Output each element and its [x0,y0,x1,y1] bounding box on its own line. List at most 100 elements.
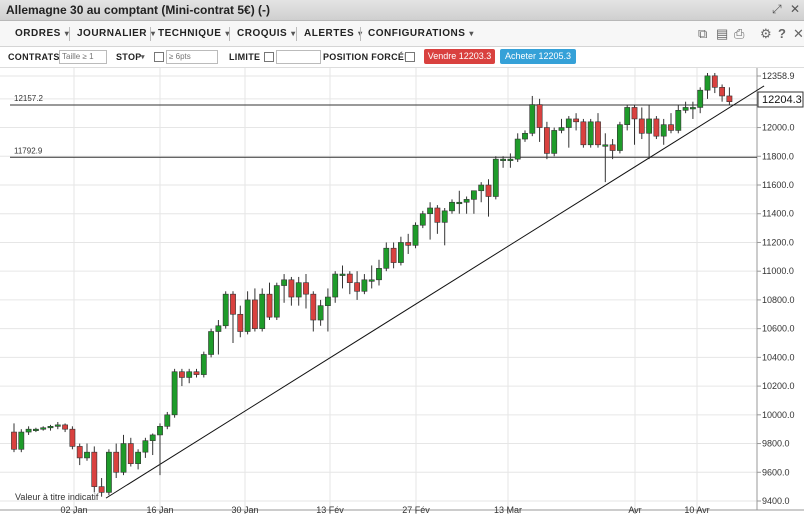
trendline[interactable] [105,85,765,499]
candle-body [726,95,733,102]
limit-input[interactable] [276,50,321,64]
candles [11,72,733,497]
y-tick-label: 11200.0 [762,237,794,247]
candlestick-chart[interactable]: 12157.2 11792.9 9400.0 9600.0 9800.0 10000.0… [0,68,804,523]
candle-body [164,414,171,427]
menu-technique[interactable]: TECHNIQUE ▾ [158,28,230,39]
menu-separator [150,27,151,41]
candle-body [441,210,448,223]
y-tick-label: 9400.0 [762,496,790,506]
candle-body [200,354,207,375]
stop-input[interactable] [166,50,218,64]
window-close-icon[interactable]: ✕ [793,26,804,41]
candle-body [157,426,163,436]
y-tick-label: 12000.0 [762,123,795,133]
contracts-input[interactable] [59,50,107,64]
menu-label: CONFIGURATIONS [368,28,466,39]
candle-body [186,371,193,378]
candle-body [580,121,587,146]
x-tick-label: 30 Jan [231,505,258,515]
candle-body [149,434,156,441]
reference-lines[interactable]: 12157.2 11792.9 [10,94,757,158]
candle-body [18,431,25,450]
candle-body [573,118,579,123]
y-tick-label: 10600.0 [762,324,795,334]
last-price: 12204.3 [762,94,802,106]
candle-body [376,268,382,281]
candle-body [179,371,185,378]
candle-body [595,121,601,146]
limit-checkbox[interactable] [264,52,274,62]
y-tick-label: 9800.0 [762,439,790,449]
gear-icon[interactable]: ⚙ [760,26,772,41]
candle-body [689,107,696,110]
print-icon[interactable]: ⎙ [734,26,745,41]
stop-checkbox[interactable] [154,52,164,62]
candle-body [317,305,324,321]
candle-body [653,118,660,137]
expand-icon[interactable]: ⤢ [772,2,782,16]
y-tick-label: 12358.9 [762,71,795,81]
sell-button[interactable]: Vendre 12203.3 [424,49,495,64]
menu-separator [296,27,297,41]
forced-position-checkbox[interactable] [405,52,415,62]
candle-body [719,87,725,97]
menu-configurations[interactable]: CONFIGURATIONS ▾ [368,28,474,39]
menu-label: ALERTES [304,28,355,39]
limit-label: LIMITE [229,52,261,62]
candle-body [711,75,718,88]
candle-body [397,242,404,263]
candle-body [675,110,682,131]
candle-body [273,285,280,318]
screenshot-icon[interactable]: ⧉ [698,26,708,41]
candle-body [98,486,105,493]
candle-body [522,132,528,140]
candle-body [638,118,645,134]
candle-body [587,121,594,146]
close-icon[interactable]: ✕ [790,2,801,16]
menu-journalier[interactable]: JOURNALIER ▾ [77,28,156,39]
x-tick-label: 13 Fév [316,505,344,515]
buy-button[interactable]: Acheter 12205.3 [500,49,576,64]
y-tick-label: 11600.0 [762,180,794,190]
help-icon[interactable]: ? [778,26,786,41]
menu-alertes[interactable]: ALERTES▾ [304,28,363,39]
candle-body [624,107,631,125]
menu-separator [360,27,361,41]
candle-body [646,118,652,134]
candle-body [310,293,317,321]
x-tick-label: 13 Mar [494,505,522,515]
candle-body [171,371,178,416]
menu-label: JOURNALIER [77,28,148,39]
candle-body [492,158,499,197]
candle-body [259,293,266,329]
last-price-tag: 12204.3 [757,91,804,108]
stop-label: STOP [116,52,142,62]
candle-body [62,424,68,430]
candle-body [704,75,711,91]
candle-body [222,293,229,327]
candle-body [419,213,426,226]
candle-body [193,371,200,375]
caret-down-icon[interactable]: ▾ [141,54,145,61]
menu-label: TECHNIQUE [158,28,222,39]
candle-body [514,138,521,160]
candle-body [368,279,375,282]
candle-body [47,426,54,429]
candle-body [237,313,244,332]
candle-body [383,247,390,269]
candle-body [485,184,492,197]
menu-label: ORDRES [15,28,61,39]
menu-separator [69,27,70,41]
menu-croquis[interactable]: CROQUIS ▾ [237,28,296,39]
candle-body [324,296,331,306]
forced-position-label: POSITION FORCÉE [323,52,411,62]
y-tick-label: 10400.0 [762,352,795,362]
menu-ordres[interactable]: ORDRES ▾ [15,28,69,39]
y-tick-label: 10000.0 [762,410,795,420]
caret-down-icon: ▾ [151,29,156,38]
picture-icon[interactable]: ▤ [716,26,729,41]
candle-body [208,331,214,355]
reference-line-label: 12157.2 [14,94,43,103]
candle-body [120,443,127,473]
